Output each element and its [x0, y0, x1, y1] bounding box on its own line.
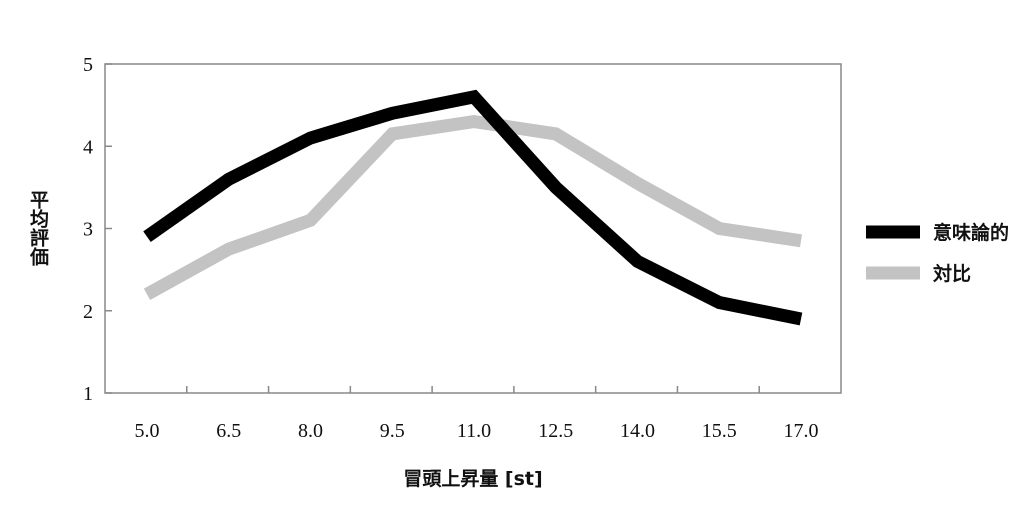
x-tick-label: 14.0 — [620, 420, 655, 442]
legend-label: 意味論的 — [933, 221, 1009, 244]
y-axis-title: 平均評価 — [27, 190, 50, 267]
x-tick-label: 5.0 — [135, 420, 160, 442]
x-tick-label: 6.5 — [216, 420, 241, 442]
y-tick-label: 3 — [83, 219, 93, 241]
series-lines — [143, 89, 803, 326]
x-tick-label: 8.0 — [298, 420, 323, 442]
x-tick-label: 12.5 — [538, 420, 573, 442]
y-tick-label: 1 — [83, 383, 93, 405]
legend-label: 対比 — [932, 262, 971, 285]
x-tick-label: 17.0 — [784, 420, 819, 442]
y-axis: 1 2 3 4 5 — [83, 54, 112, 405]
y-tick-label: 4 — [83, 136, 93, 158]
x-tick-label: 15.5 — [702, 420, 737, 442]
y-tick-label: 5 — [83, 54, 93, 76]
x-tick-label: 11.0 — [457, 420, 491, 442]
x-tick-label: 9.5 — [380, 420, 405, 442]
series-line-contrast — [143, 115, 802, 300]
y-tick-label: 2 — [83, 301, 93, 323]
x-axis: 5.0 6.5 8.0 9.5 11.0 12.5 14.0 15.5 17.0 — [135, 386, 819, 442]
x-axis-title: 冒頭上昇量 [st] — [403, 468, 542, 490]
series-line-semantic — [143, 89, 803, 326]
